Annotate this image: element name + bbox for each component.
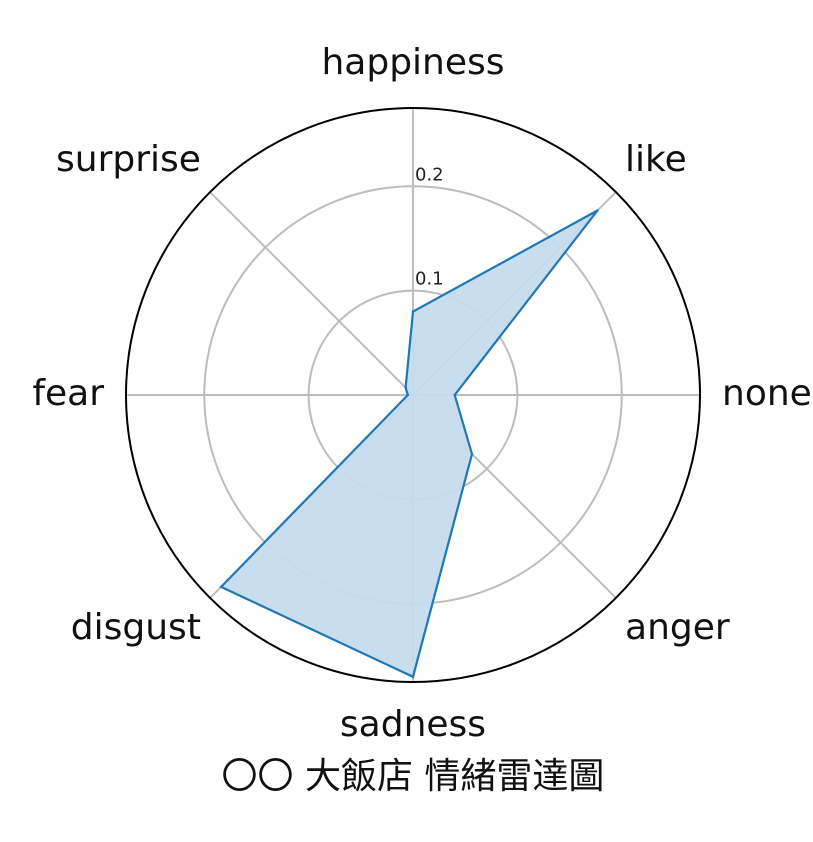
axis-label-surprise: surprise <box>56 139 201 180</box>
data-point-fear <box>406 393 409 397</box>
r-tick-label-0-2: 0.2 <box>415 164 444 185</box>
axis-label-fear: fear <box>32 373 104 414</box>
axis-label-anger: anger <box>625 607 730 648</box>
data-layer <box>219 209 599 679</box>
axis-label-happiness: happiness <box>321 42 504 83</box>
label-layer: 0.1 0.2 none like happiness surprise fear disgu… <box>32 42 812 745</box>
chart-title: 〇〇 大飯店 情緒雷達圖 <box>222 756 605 797</box>
data-point-surprise <box>404 386 407 389</box>
series-area-0 <box>221 210 598 677</box>
data-point-happiness <box>411 310 415 313</box>
axis-label-like: like <box>625 139 687 180</box>
data-point-sadness <box>411 675 415 678</box>
r-tick-label-0-1: 0.1 <box>415 269 444 290</box>
axis-label-disgust: disgust <box>71 607 201 648</box>
data-point-disgust <box>219 585 223 589</box>
data-point-like <box>596 209 599 212</box>
axis-label-none: none <box>722 373 812 414</box>
polar-frame <box>125 107 701 683</box>
frame-layer <box>125 107 701 683</box>
data-point-none <box>453 393 456 397</box>
spoke-surprise <box>209 191 414 396</box>
data-point-anger <box>470 452 474 456</box>
axis-label-sadness: sadness <box>340 704 486 745</box>
